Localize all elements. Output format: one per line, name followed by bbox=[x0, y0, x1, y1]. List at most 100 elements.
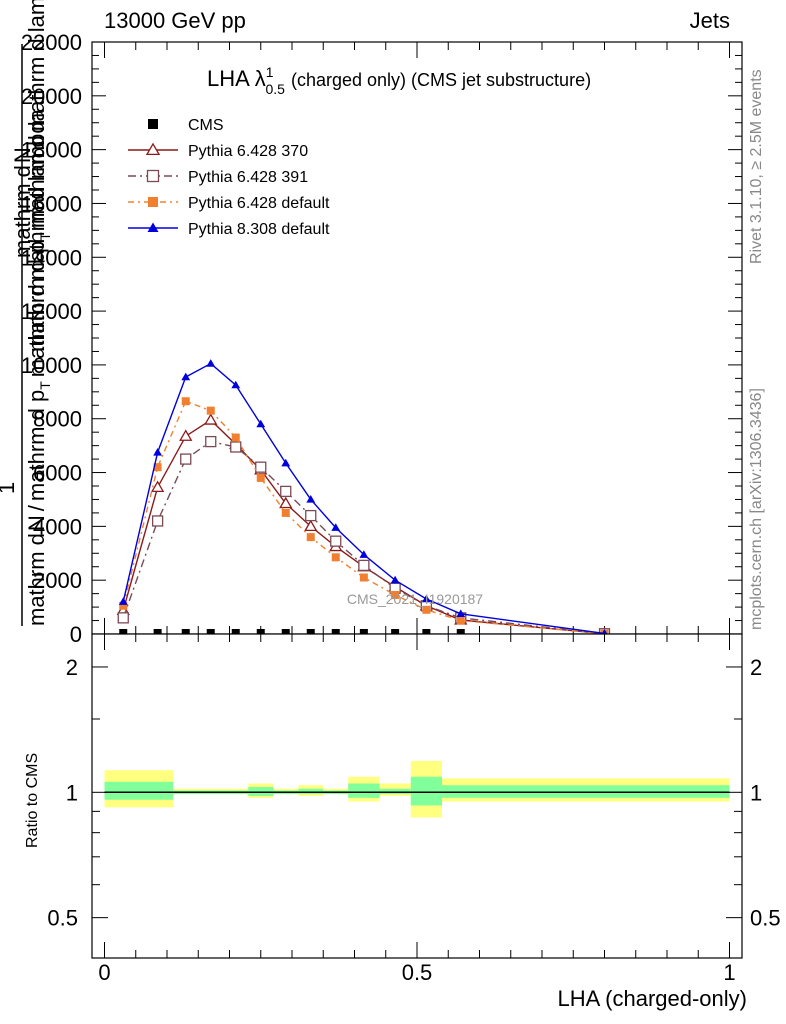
series-point bbox=[151, 515, 164, 527]
series-line bbox=[122, 400, 605, 635]
uncertainty-band-inner bbox=[442, 785, 730, 798]
main-y-tick-label: 18000 bbox=[21, 138, 82, 163]
cms-data-point bbox=[306, 629, 315, 637]
series-point bbox=[359, 550, 369, 558]
series-point bbox=[181, 397, 190, 406]
legend-label: Pythia 8.308 default bbox=[188, 221, 330, 238]
series-point bbox=[150, 480, 165, 492]
legend-label: Pythia 6.428 370 bbox=[188, 143, 308, 160]
uncertainty-band-inner bbox=[298, 788, 324, 795]
main-y-tick-label: 0 bbox=[70, 622, 82, 647]
series-point bbox=[306, 533, 315, 542]
series-point bbox=[304, 519, 318, 532]
legend-marker bbox=[147, 222, 159, 232]
main-y-tick-label: 22000 bbox=[21, 30, 82, 55]
series-point bbox=[331, 523, 341, 531]
series-point bbox=[255, 461, 267, 473]
ratio-y-ticks: 0.5 0.5 1 1 2 2 bbox=[47, 655, 780, 931]
header-right: Jets bbox=[690, 8, 730, 33]
ratio-x-tick-label: 1 bbox=[723, 960, 735, 985]
main-y-tick-label: 6000 bbox=[33, 461, 82, 486]
mcplots-label: mcplots.cern.ch [arXiv:1306.3436] bbox=[748, 388, 765, 630]
series-point bbox=[153, 447, 163, 456]
y-label-upper-2: mathrm d pTmathrm dmathrm d lambda bbox=[24, 0, 53, 352]
legend-marker bbox=[148, 197, 158, 207]
series-point bbox=[456, 609, 466, 618]
main-y-ticks: 0 2000 4000 6000 8000 10000 12000 14000 16000 180… bbox=[21, 30, 742, 647]
legend: CMS Pythia 6.428 370 Pythia 6.428 391 Pythi… bbox=[128, 117, 330, 238]
uncertainty-band-inner bbox=[379, 788, 411, 795]
main-y-label: mathrm dN mathrm d pTmathrm dmathrm d la… bbox=[0, 0, 53, 626]
title-sup: 1 bbox=[266, 64, 274, 80]
header-left: 13000 GeV pp bbox=[104, 8, 246, 33]
cms-data-point bbox=[391, 629, 400, 637]
ratio-y-tick-label: 0.5 bbox=[47, 906, 78, 931]
y-label-lower: mathrm dN/mathrm d pTmathrm dmathrm d la… bbox=[24, 108, 53, 626]
title-main: LHA λ bbox=[207, 66, 266, 91]
cms-data-point bbox=[281, 629, 290, 637]
series-point bbox=[281, 508, 290, 517]
cms-data-point bbox=[231, 629, 240, 637]
main-y-tick-label: 12000 bbox=[21, 299, 82, 324]
cms-data-point bbox=[256, 629, 265, 637]
series-point bbox=[391, 590, 400, 599]
ratio-y-label: Ratio to CMS bbox=[24, 753, 41, 848]
x-axis-label: LHA (charged-only) bbox=[557, 986, 747, 1011]
title-sub: 0.5 bbox=[266, 81, 286, 97]
series-point bbox=[204, 413, 218, 425]
cms-data-point bbox=[422, 629, 431, 637]
series-point bbox=[181, 372, 191, 381]
series-point bbox=[206, 406, 215, 415]
main-y-tick-label: 14000 bbox=[21, 245, 82, 270]
ratio-y-tick-label-right: 2 bbox=[750, 655, 762, 680]
series-point bbox=[231, 433, 240, 442]
main-y-tick-label: 4000 bbox=[33, 514, 82, 539]
main-panel: 0 2000 4000 6000 8000 10000 12000 14000 16000 180… bbox=[21, 30, 743, 647]
series-point bbox=[279, 496, 293, 509]
series-point bbox=[421, 594, 431, 603]
main-series bbox=[116, 359, 612, 640]
legend-marker bbox=[148, 119, 158, 129]
series-line bbox=[122, 362, 605, 635]
series-point bbox=[180, 453, 192, 465]
series-point bbox=[179, 429, 193, 441]
uncertainty-band-inner bbox=[248, 786, 274, 796]
series-point bbox=[306, 495, 316, 503]
series-point bbox=[153, 463, 162, 472]
series-point bbox=[206, 359, 216, 367]
y-label-one: 1 bbox=[0, 482, 19, 494]
uncertainty-band-inner bbox=[348, 783, 380, 798]
series-point bbox=[118, 597, 128, 605]
series-point bbox=[359, 573, 368, 582]
rivet-label: Rivet 3.1.10, ≥ 2.5M events bbox=[748, 69, 765, 264]
cms-data-point bbox=[456, 629, 465, 637]
main-frame bbox=[91, 41, 743, 635]
ratio-x-tick-label: 0 bbox=[98, 960, 110, 985]
legend-marker bbox=[145, 142, 161, 156]
series-point bbox=[231, 380, 241, 389]
ratio-y-tick-label: 2 bbox=[66, 655, 78, 680]
ratio-x-ticks: 0 0.5 1 bbox=[98, 634, 736, 985]
uncertainty-band-inner bbox=[410, 776, 442, 806]
ratio-x-tick-label: 0.5 bbox=[402, 960, 433, 985]
series-point bbox=[330, 535, 342, 547]
series-point bbox=[358, 559, 370, 572]
uncertainty-band-inner bbox=[104, 781, 174, 800]
ratio-bands bbox=[104, 760, 730, 818]
series-point bbox=[230, 441, 242, 453]
cms-data-point bbox=[181, 629, 190, 637]
series-point bbox=[205, 435, 217, 448]
legend-marker bbox=[146, 169, 160, 183]
main-y-tick-label: 2000 bbox=[33, 568, 82, 593]
legend-label: CMS bbox=[188, 117, 224, 134]
main-y-tick-label: 16000 bbox=[21, 191, 82, 216]
series-point bbox=[117, 612, 129, 624]
series-point bbox=[390, 575, 400, 584]
cms-data-point bbox=[359, 629, 368, 637]
series-point bbox=[331, 553, 340, 562]
series-point bbox=[119, 601, 128, 610]
series-point bbox=[305, 509, 317, 522]
main-y-tick-label: 8000 bbox=[33, 407, 82, 432]
main-y-tick-label: 10000 bbox=[21, 353, 82, 378]
